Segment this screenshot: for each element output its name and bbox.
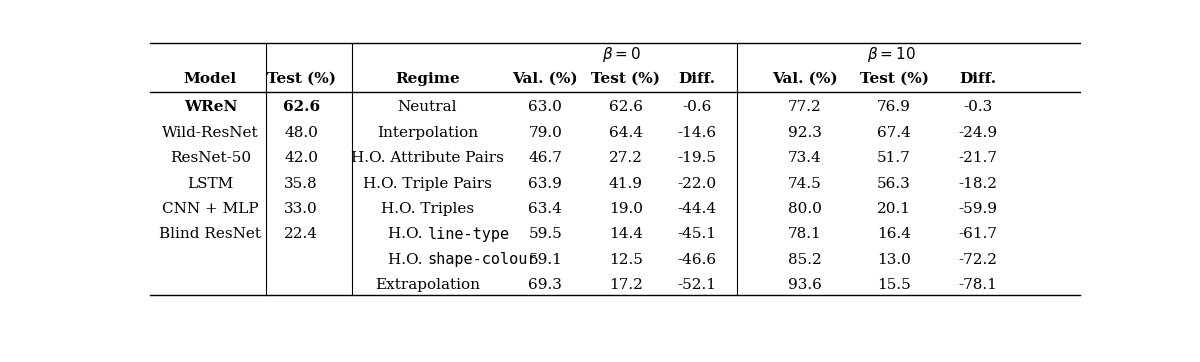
Text: -0.6: -0.6: [683, 100, 712, 114]
Text: -21.7: -21.7: [959, 151, 997, 165]
Text: H.O.: H.O.: [388, 227, 427, 241]
Text: -24.9: -24.9: [958, 126, 997, 140]
Text: 92.3: 92.3: [788, 126, 822, 140]
Text: Wild-ResNet: Wild-ResNet: [162, 126, 259, 140]
Text: -61.7: -61.7: [959, 227, 997, 241]
Text: 93.6: 93.6: [788, 278, 822, 292]
Text: 20.1: 20.1: [877, 202, 911, 216]
Text: 15.5: 15.5: [877, 278, 911, 292]
Text: 62.6: 62.6: [282, 100, 319, 114]
Text: 42.0: 42.0: [284, 151, 318, 165]
Text: 13.0: 13.0: [877, 253, 911, 267]
Text: Test (%): Test (%): [592, 72, 660, 86]
Text: 63.9: 63.9: [528, 177, 562, 190]
Text: 27.2: 27.2: [608, 151, 643, 165]
Text: Val. (%): Val. (%): [512, 72, 578, 86]
Text: 69.3: 69.3: [528, 278, 562, 292]
Text: 78.1: 78.1: [788, 227, 822, 241]
Text: 48.0: 48.0: [284, 126, 318, 140]
Text: Test (%): Test (%): [859, 72, 929, 86]
Text: 51.7: 51.7: [877, 151, 911, 165]
Text: Extrapolation: Extrapolation: [374, 278, 480, 292]
Text: -0.3: -0.3: [964, 100, 992, 114]
Text: 46.7: 46.7: [528, 151, 562, 165]
Text: 14.4: 14.4: [608, 227, 643, 241]
Text: $\beta = 0$: $\beta = 0$: [601, 45, 641, 64]
Text: -59.9: -59.9: [959, 202, 997, 216]
Text: 74.5: 74.5: [788, 177, 822, 190]
Text: line-type: line-type: [427, 227, 510, 242]
Text: Regime: Regime: [395, 72, 460, 86]
Text: 33.0: 33.0: [284, 202, 318, 216]
Text: 62.6: 62.6: [608, 100, 643, 114]
Text: -14.6: -14.6: [678, 126, 716, 140]
Text: 35.8: 35.8: [284, 177, 318, 190]
Text: 17.2: 17.2: [608, 278, 643, 292]
Text: Model: Model: [184, 72, 238, 86]
Text: -52.1: -52.1: [678, 278, 716, 292]
Text: LSTM: LSTM: [187, 177, 234, 190]
Text: H.O. Attribute Pairs: H.O. Attribute Pairs: [352, 151, 504, 165]
Text: 79.0: 79.0: [528, 126, 562, 140]
Text: 85.2: 85.2: [788, 253, 822, 267]
Text: shape-colour: shape-colour: [427, 252, 536, 267]
Text: Interpolation: Interpolation: [377, 126, 478, 140]
Text: Blind ResNet: Blind ResNet: [160, 227, 262, 241]
Text: -44.4: -44.4: [678, 202, 716, 216]
Text: 19.0: 19.0: [608, 202, 643, 216]
Text: 59.5: 59.5: [528, 227, 562, 241]
Text: 41.9: 41.9: [608, 177, 643, 190]
Text: -78.1: -78.1: [959, 278, 997, 292]
Text: -22.0: -22.0: [678, 177, 716, 190]
Text: 63.4: 63.4: [528, 202, 562, 216]
Text: 56.3: 56.3: [877, 177, 911, 190]
Text: $\beta = 10$: $\beta = 10$: [866, 45, 916, 64]
Text: 22.4: 22.4: [284, 227, 318, 241]
Text: H.O.: H.O.: [388, 253, 427, 267]
Text: 73.4: 73.4: [788, 151, 822, 165]
Text: 12.5: 12.5: [608, 253, 643, 267]
Text: 16.4: 16.4: [877, 227, 911, 241]
Text: 80.0: 80.0: [788, 202, 822, 216]
Text: 59.1: 59.1: [528, 253, 562, 267]
Text: ResNet-50: ResNet-50: [170, 151, 251, 165]
Text: -72.2: -72.2: [959, 253, 997, 267]
Text: 64.4: 64.4: [608, 126, 643, 140]
Text: WReN: WReN: [184, 100, 238, 114]
Text: Test (%): Test (%): [266, 72, 336, 86]
Text: -45.1: -45.1: [678, 227, 716, 241]
Text: Diff.: Diff.: [959, 72, 996, 86]
Text: H.O. Triple Pairs: H.O. Triple Pairs: [364, 177, 492, 190]
Text: 76.9: 76.9: [877, 100, 911, 114]
Text: H.O. Triples: H.O. Triples: [380, 202, 474, 216]
Text: Val. (%): Val. (%): [772, 72, 838, 86]
Text: 63.0: 63.0: [528, 100, 562, 114]
Text: Diff.: Diff.: [678, 72, 715, 86]
Text: 67.4: 67.4: [877, 126, 911, 140]
Text: Neutral: Neutral: [397, 100, 457, 114]
Text: -19.5: -19.5: [678, 151, 716, 165]
Text: CNN + MLP: CNN + MLP: [162, 202, 259, 216]
Text: 77.2: 77.2: [788, 100, 822, 114]
Text: -18.2: -18.2: [959, 177, 997, 190]
Text: -46.6: -46.6: [678, 253, 716, 267]
